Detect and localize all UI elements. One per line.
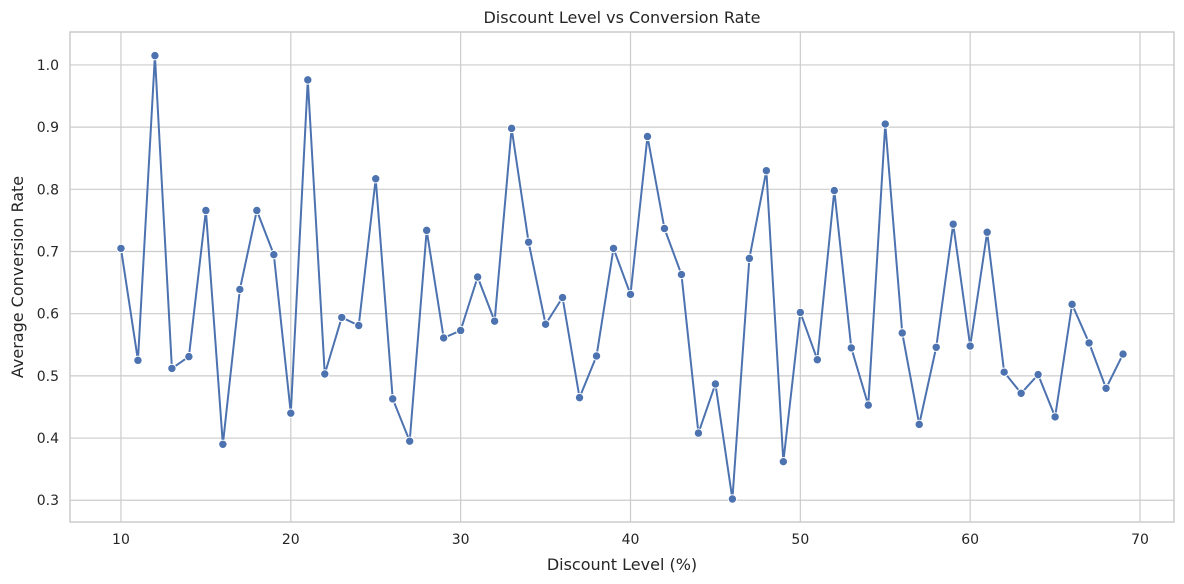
y-tick-label: 0.5	[37, 369, 59, 385]
data-point	[965, 341, 975, 351]
data-point	[404, 436, 415, 446]
data-point	[133, 355, 143, 366]
x-tick-label: 30	[452, 532, 470, 548]
x-tick-label: 70	[1131, 532, 1149, 548]
plot-frame	[69, 31, 1175, 523]
data-point	[320, 369, 330, 379]
data-point	[218, 439, 228, 449]
x-tick-label: 20	[282, 532, 300, 548]
data-point	[269, 249, 279, 260]
data-point	[337, 312, 347, 323]
data-point	[778, 456, 789, 467]
data-point	[812, 355, 823, 365]
data-point	[659, 223, 670, 234]
data-point	[744, 253, 755, 264]
data-point	[540, 319, 551, 329]
data-point	[608, 243, 619, 254]
data-point	[1101, 383, 1111, 394]
x-tick-label: 10	[112, 532, 130, 548]
y-tick-label: 0.7	[37, 245, 59, 261]
data-point	[286, 408, 296, 418]
data-point	[184, 351, 194, 362]
data-point	[931, 342, 941, 352]
y-tick-label: 0.3	[37, 493, 59, 509]
data-point	[201, 205, 211, 216]
data-point	[235, 284, 245, 295]
data-point	[472, 272, 483, 282]
data-point	[1016, 388, 1026, 398]
data-point	[371, 174, 381, 184]
data-point	[1118, 349, 1128, 359]
x-tick-label: 40	[622, 532, 640, 548]
y-tick-labels: 0.3 0.4 0.5 0.6 0.7 0.8 0.9 1.0	[37, 58, 59, 509]
data-point	[1067, 299, 1077, 310]
data-point	[455, 325, 466, 336]
y-tick-label: 0.8	[37, 182, 59, 198]
data-point	[574, 392, 585, 403]
y-tick-label: 0.9	[37, 120, 59, 136]
data-point	[167, 363, 177, 374]
data-point	[982, 227, 992, 237]
x-tick-label: 60	[961, 532, 979, 548]
data-point	[642, 131, 653, 142]
chart-title: Discount Level vs Conversion Rate	[483, 8, 760, 27]
data-points	[116, 50, 1128, 504]
data-point	[388, 394, 398, 404]
data-point	[863, 400, 873, 410]
data-point	[252, 205, 262, 216]
data-point	[489, 316, 500, 326]
data-point	[897, 328, 907, 338]
grid	[70, 32, 1174, 522]
data-point	[1084, 338, 1094, 348]
y-axis-label: Average Conversion Rate	[8, 176, 27, 378]
y-tick-label: 1.0	[37, 58, 59, 74]
data-point	[438, 333, 449, 343]
data-point	[727, 494, 738, 504]
data-point	[710, 379, 721, 389]
data-point	[625, 289, 636, 300]
data-point	[1033, 369, 1043, 380]
data-point	[591, 351, 602, 361]
data-point	[693, 428, 704, 438]
series-line	[119, 54, 1124, 500]
x-tick-labels: 10 20 30 40 50 60 70	[112, 532, 1149, 548]
data-point	[914, 419, 924, 430]
y-tick-label: 0.4	[37, 431, 59, 447]
data-point	[150, 50, 160, 61]
data-point	[795, 307, 806, 318]
data-point	[948, 219, 958, 229]
y-tick-label: 0.6	[37, 307, 59, 323]
data-point	[421, 225, 432, 236]
data-point	[303, 75, 313, 85]
data-point	[676, 269, 687, 280]
data-point	[557, 292, 568, 303]
data-point	[1050, 412, 1060, 422]
data-point	[523, 237, 534, 247]
x-axis-label: Discount Level (%)	[547, 555, 697, 574]
data-point	[761, 165, 772, 176]
data-point	[116, 243, 126, 254]
data-point	[999, 367, 1009, 377]
data-point	[846, 343, 856, 353]
x-tick-label: 50	[791, 532, 809, 548]
data-point	[829, 185, 840, 196]
data-point	[354, 320, 364, 331]
data-point	[506, 123, 517, 134]
data-point	[880, 119, 890, 129]
series-line-layer	[119, 54, 1124, 500]
